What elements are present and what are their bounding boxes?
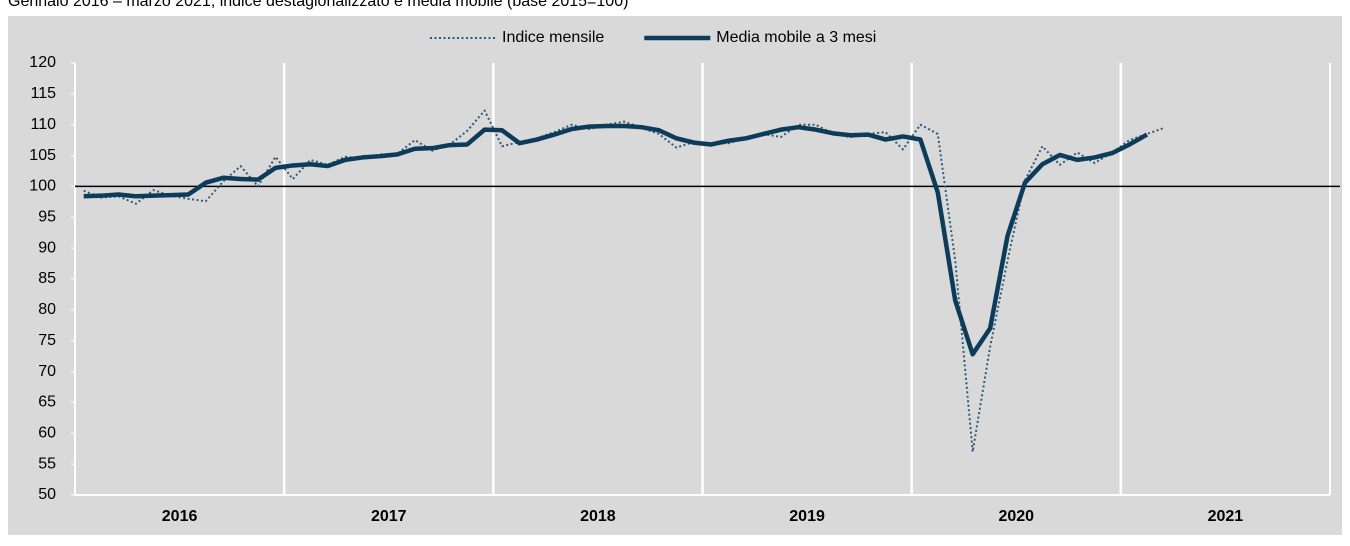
y-tick-label: 115 [30, 85, 56, 102]
y-tick-label: 60 [38, 425, 56, 442]
series-line [83, 109, 1165, 453]
chart-subtitle: Gennaio 2016 – marzo 2021, indice destag… [8, 0, 628, 10]
y-tick-label: 95 [38, 209, 56, 226]
y-tick-label: 120 [29, 54, 56, 71]
legend-label: Media mobile a 3 mesi [716, 29, 876, 46]
y-tick-label: 50 [38, 486, 56, 503]
x-tick-label: 2021 [1208, 508, 1244, 525]
x-tick-label: 2017 [371, 508, 407, 525]
x-tick-label: 2016 [162, 508, 198, 525]
y-tick-label: 55 [38, 455, 56, 472]
y-tick-label: 75 [38, 332, 56, 349]
y-tick-label: 90 [38, 239, 56, 256]
y-tick-label: 105 [29, 147, 56, 164]
y-tick-label: 65 [38, 394, 56, 411]
y-tick-label: 80 [38, 301, 56, 318]
chart-background [8, 16, 1342, 535]
x-tick-label: 2020 [998, 508, 1034, 525]
x-tick-label: 2019 [789, 508, 825, 525]
y-tick-label: 100 [29, 178, 56, 195]
x-tick-label: 2018 [580, 508, 616, 525]
legend-label: Indice mensile [502, 29, 604, 46]
series-line [83, 123, 1149, 357]
y-tick-label: 85 [38, 270, 56, 287]
y-tick-label: 70 [38, 363, 56, 380]
y-tick-label: 110 [30, 116, 56, 133]
